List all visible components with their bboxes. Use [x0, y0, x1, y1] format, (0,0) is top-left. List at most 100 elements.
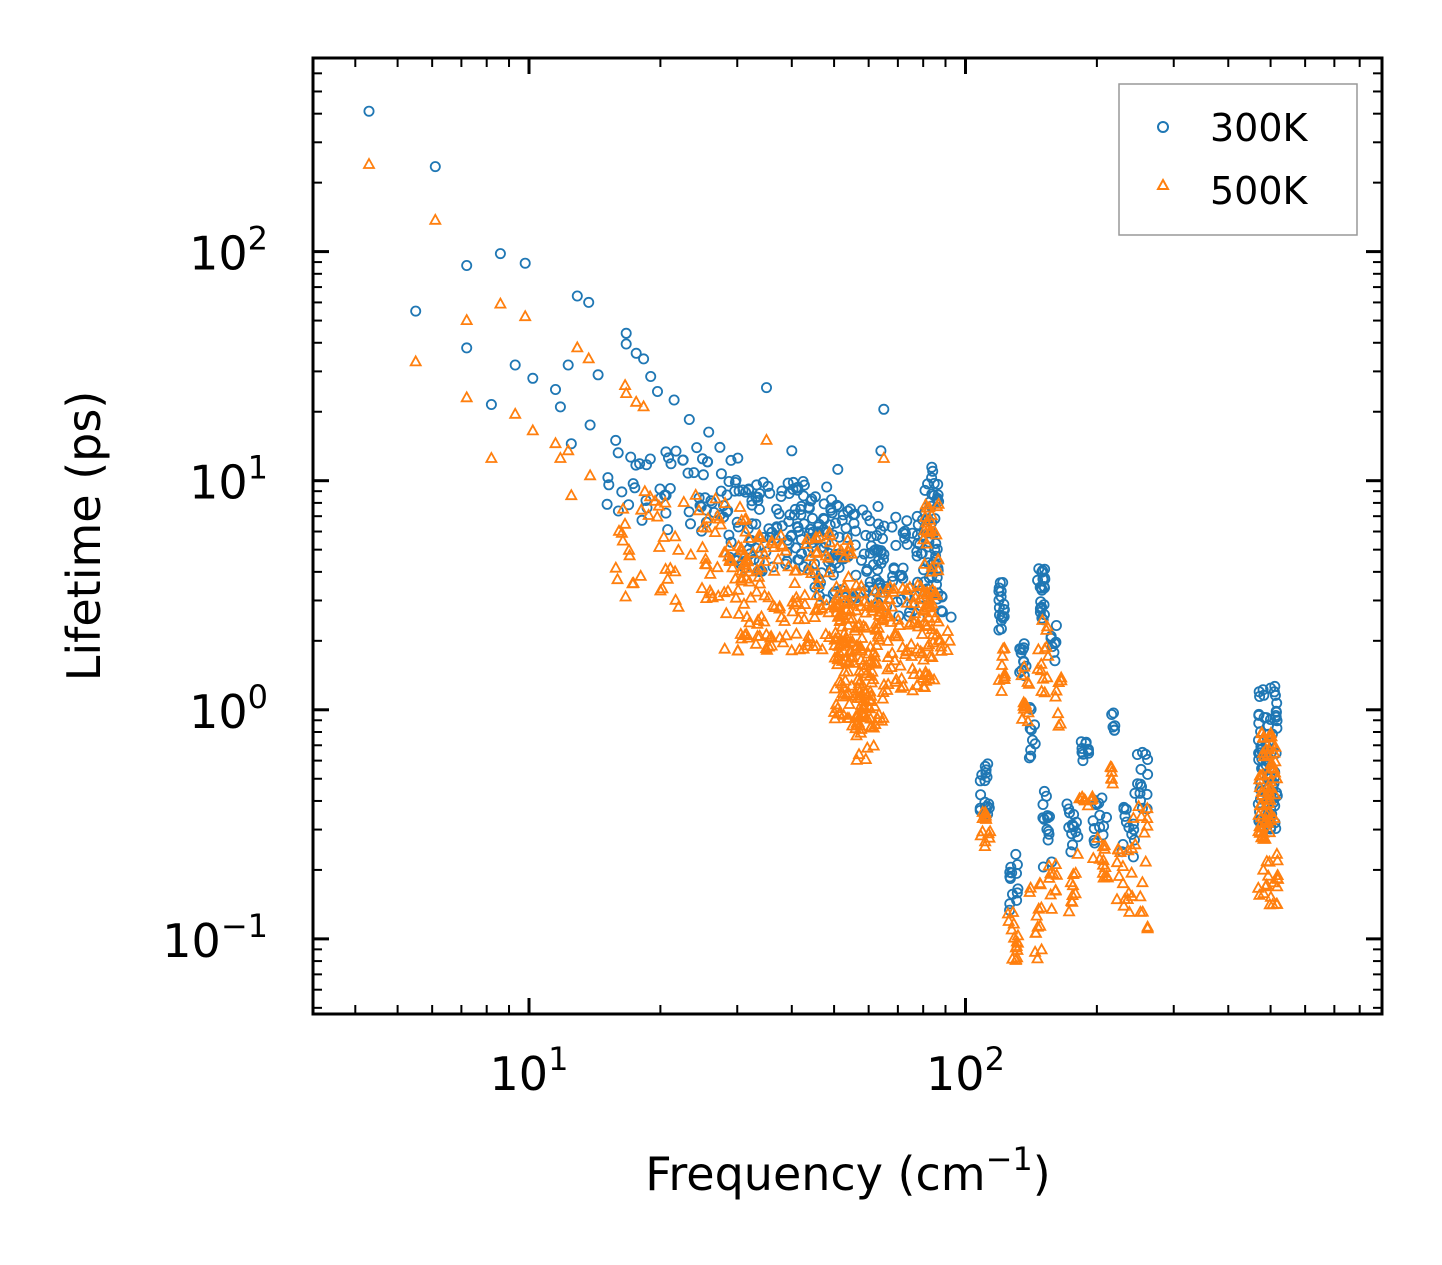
data-point-500k	[924, 599, 938, 612]
data-point-500k	[508, 406, 522, 419]
data-point-500k	[484, 451, 498, 463]
data-point-300k	[776, 520, 788, 532]
data-point-500k	[867, 720, 881, 733]
data-point-300k	[928, 556, 940, 568]
data-point-300k	[868, 559, 880, 571]
data-point-500k	[734, 541, 748, 553]
data-point-500k	[868, 649, 882, 662]
data-point-300k	[833, 501, 845, 513]
data-point-500k	[634, 569, 648, 581]
data-point-500k	[493, 296, 507, 309]
data-point-500k	[931, 563, 945, 576]
data-point-300k	[620, 338, 632, 350]
data-point-300k	[723, 529, 735, 541]
data-point-500k	[844, 546, 859, 559]
data-point-500k	[810, 602, 824, 615]
data-point-300k	[1076, 746, 1088, 758]
data-point-300k	[662, 524, 674, 536]
data-point-500k	[1259, 814, 1273, 827]
data-point-500k	[836, 707, 851, 720]
data-point-500k	[684, 547, 698, 560]
data-point-500k	[733, 500, 747, 512]
data-point-500k	[840, 636, 854, 648]
data-point-500k	[878, 606, 893, 619]
data-point-500k	[767, 563, 781, 576]
data-point-300k	[1137, 746, 1149, 758]
data-point-500k	[922, 593, 936, 606]
data-point-500k	[922, 637, 936, 650]
data-point-500k	[623, 548, 637, 561]
data-point-500k	[868, 583, 882, 596]
data-point-300k	[683, 506, 695, 518]
data-point-500k	[925, 622, 939, 635]
data-point-300k	[693, 492, 705, 504]
data-point-500k	[671, 543, 685, 555]
data-point-300k	[1087, 815, 1099, 827]
data-point-500k	[868, 699, 882, 711]
data-point-500k	[883, 580, 897, 592]
data-point-300k	[725, 454, 737, 466]
data-point-300k	[1254, 691, 1266, 703]
data-point-500k	[1028, 944, 1042, 957]
data-point-500k	[749, 636, 763, 649]
data-point-500k	[928, 611, 942, 623]
data-point-300k	[927, 465, 939, 477]
data-point-500k	[850, 753, 864, 765]
data-point-500k	[753, 629, 767, 641]
data-point-500k	[880, 683, 894, 695]
data-point-500k	[710, 560, 724, 573]
data-point-500k	[1110, 892, 1124, 905]
data-point-500k	[847, 655, 861, 668]
data-point-500k	[1125, 841, 1139, 854]
data-point-500k	[648, 493, 662, 506]
data-point-500k	[669, 592, 683, 605]
data-point-500k	[712, 511, 726, 524]
data-point-300k	[979, 760, 991, 772]
data-point-300k	[1072, 831, 1084, 843]
data-point-500k	[735, 513, 749, 526]
data-point-500k	[827, 705, 841, 717]
data-point-300k	[527, 372, 539, 384]
data-point-500k	[616, 501, 630, 514]
data-point-500k	[1135, 875, 1149, 888]
data-point-300k	[1043, 828, 1055, 840]
data-point-300k	[798, 518, 810, 530]
data-point-500k	[1267, 875, 1281, 888]
data-point-300k	[1040, 790, 1052, 802]
data-point-500k	[823, 528, 837, 540]
y-tick-label: 101	[189, 449, 268, 510]
data-point-500k	[919, 515, 933, 528]
data-point-500k	[759, 433, 774, 445]
y-tick-label: 10−1	[162, 907, 268, 968]
data-point-300k	[1128, 834, 1140, 846]
x-tick-labels: 101 102	[490, 1040, 1005, 1101]
data-point-300k	[792, 521, 804, 533]
data-point-300k	[789, 509, 801, 521]
data-point-300k	[1029, 738, 1041, 750]
data-point-300k	[931, 572, 943, 584]
data-point-500k	[1140, 801, 1154, 814]
data-point-300k	[636, 514, 648, 526]
data-point-500k	[1263, 825, 1277, 838]
data-point-500k	[548, 436, 563, 449]
data-point-500k	[1261, 778, 1275, 791]
data-point-300k	[878, 520, 890, 532]
data-point-500k	[865, 675, 879, 688]
data-point-500k	[1104, 759, 1118, 772]
data-point-500k	[1034, 657, 1048, 669]
data-point-500k	[1017, 698, 1031, 711]
data-point-500k	[922, 500, 936, 513]
data-point-500k	[931, 614, 945, 627]
data-point-300k	[896, 569, 908, 581]
data-point-500k	[798, 597, 812, 609]
data-point-300k	[877, 533, 889, 545]
data-point-300k	[763, 523, 775, 535]
data-point-500k	[918, 556, 932, 569]
data-point-300k	[1131, 749, 1143, 761]
data-point-500k	[934, 639, 948, 652]
data-point-300k	[1014, 666, 1026, 678]
data-point-500k	[1096, 866, 1110, 878]
data-point-500k	[925, 508, 939, 521]
data-point-500k	[864, 599, 878, 611]
data-point-500k	[771, 552, 785, 565]
